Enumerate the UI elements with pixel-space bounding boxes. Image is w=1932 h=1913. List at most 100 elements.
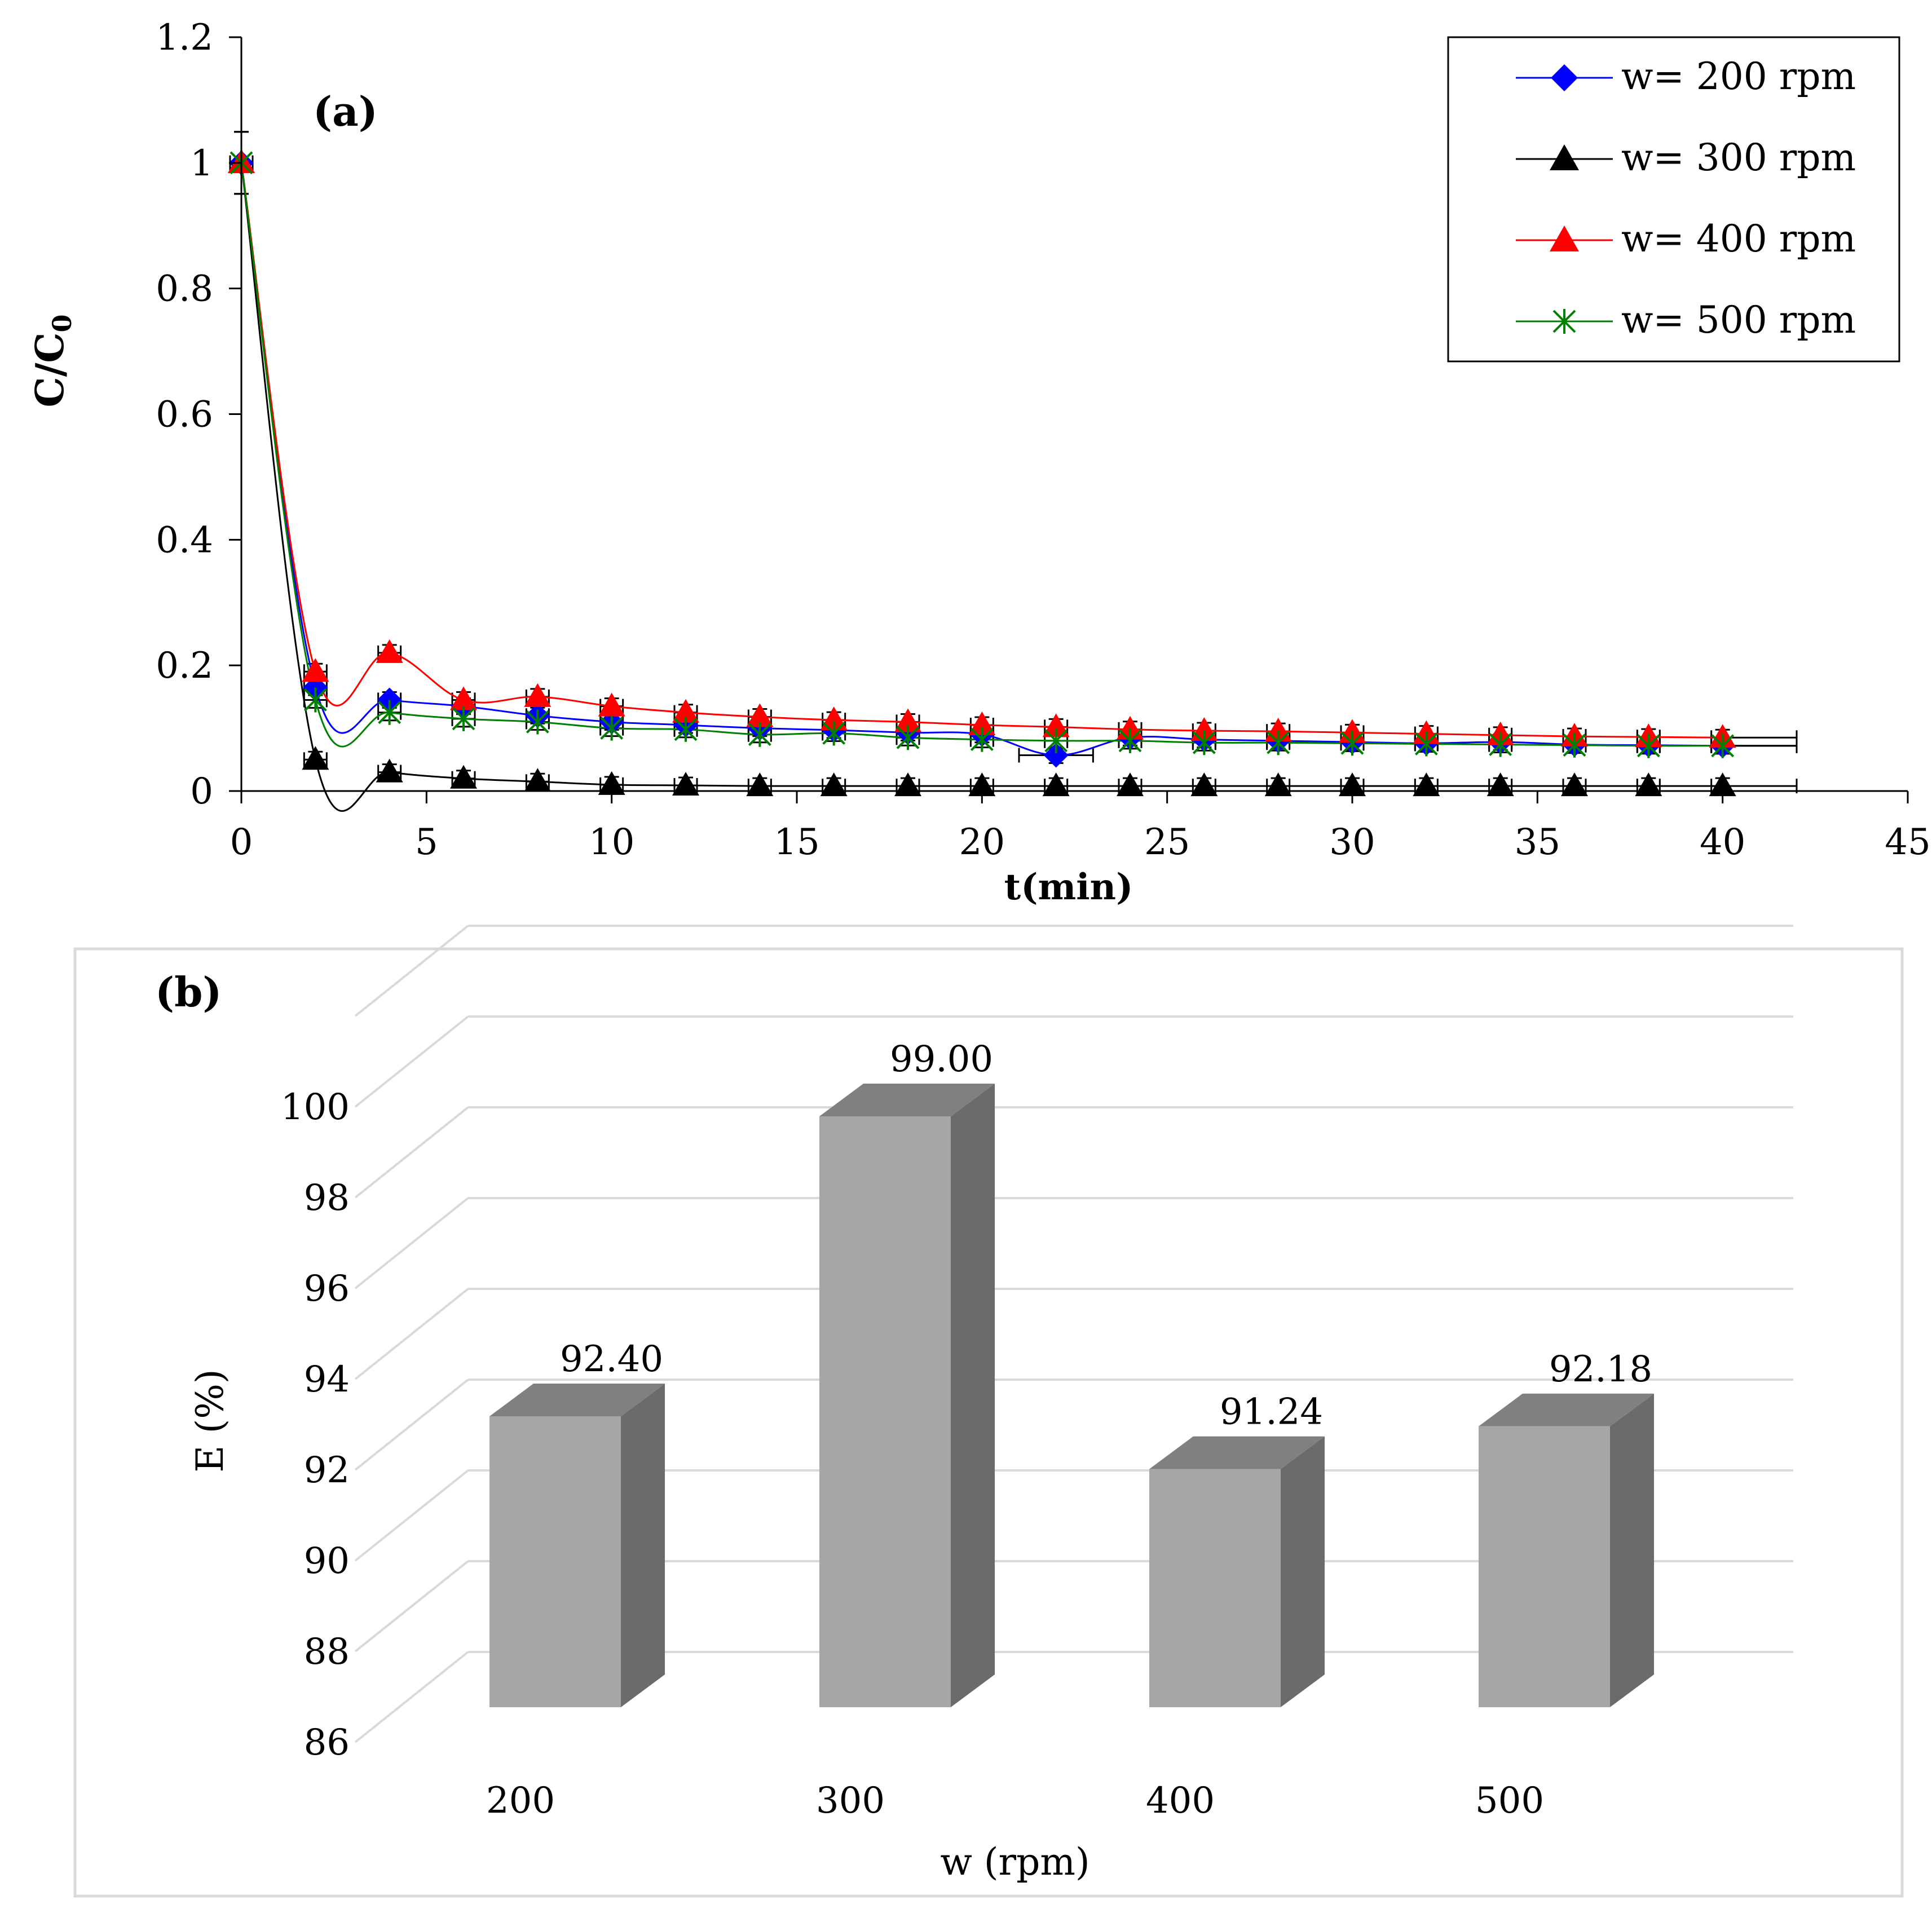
triangle-marker [672,771,699,796]
triangle-marker [524,683,552,707]
triangle-marker [1042,713,1070,737]
x-tick-label: 400 [1146,1780,1215,1822]
asterisk-stroke [452,707,475,731]
y-axis-label-main: C/C [28,332,73,407]
triangle-marker [376,758,403,783]
y-axis-label-text: E (%) [188,1369,232,1472]
asterisk-marker [1044,728,1068,753]
y-tick-label: 0.6 [156,394,213,436]
asterisk-marker [748,722,771,747]
legend-label-400: w= 400 rpm [1621,217,1856,260]
bar-chart-panel-b: 86 88 90 92 94 96 98 100 92.40 99.00 91.24 92.18 2… [73,925,1904,1898]
x-tick-label: 20 [959,821,1005,863]
svg-text:C/C0: C/C0 [28,314,77,407]
legend-entry-200: w= 200 rpm [1516,55,1856,98]
gridline-diagonal [354,925,469,1017]
x-tick-label: 30 [1329,821,1375,863]
asterisk-stroke [1563,734,1586,757]
asterisk-marker [1192,730,1216,756]
diamond-marker [1043,743,1069,768]
triangle-marker [1635,772,1662,797]
asterisk-stroke [1192,731,1216,754]
x-axis-label: t(min) [1004,866,1133,908]
x-tick-label: 25 [1144,821,1190,863]
asterisk-stroke [1118,729,1142,753]
y-tick-label: 0 [190,771,213,812]
bars: 92.40 99.00 91.24 92.18 [489,1039,1654,1707]
asterisk-stroke [1489,733,1512,756]
bar-value-label: 92.18 [1549,1349,1652,1390]
bar-top-face [819,1084,995,1116]
triangle-marker [598,771,625,795]
x-tick-label: 40 [1700,821,1745,863]
y-axis-label-subscript: 0 [47,314,77,332]
gridline-diagonal [354,1469,469,1562]
gridline-diagonal [354,1288,469,1380]
bar-front-face [819,1116,951,1707]
asterisk-marker [674,717,698,742]
triangle-marker [598,692,625,717]
y-tick-label: 1.2 [156,17,213,59]
bar-side-face [951,1084,995,1707]
asterisk-stroke [303,688,327,712]
legend-entry-500: w= 500 rpm [1516,298,1856,342]
y-tick-label: 96 [304,1268,350,1310]
bar-500: 92.18 [1479,1349,1654,1707]
y-tick-label: 100 [281,1086,350,1128]
line-chart-panel-a: 0 0.2 0.4 0.6 0.8 1 1.2 0 5 10 15 20 25 30 35 40 45 (a)… [28,17,1931,908]
y-tick-label: 0.2 [156,645,213,687]
x-axis-label: w (rpm) [940,1840,1089,1884]
bar-front-face [1479,1426,1610,1707]
asterisk-stroke [1414,732,1438,756]
triangle-marker [1413,772,1440,797]
legend-entry-300: w= 300 rpm [1516,136,1856,179]
asterisk-stroke [896,726,920,749]
asterisk-marker [452,706,475,731]
triangle-marker [1550,144,1579,170]
asterisk-stroke [526,710,549,734]
bar-side-face [1281,1436,1325,1707]
asterisk-marker [600,715,624,741]
triangle-marker [968,712,996,736]
asterisk-marker [1118,728,1142,753]
asterisk-marker [970,727,994,752]
asterisk-marker [1563,732,1586,758]
y-axis-label: C/C0 [28,314,77,407]
asterisk-marker [1637,733,1660,758]
bar-value-label: 92.40 [560,1338,663,1380]
triangle-marker [820,706,848,731]
gridline-diagonal [354,1651,469,1743]
y-tick-label: 1 [190,143,213,184]
panel-label-b: (b) [155,968,222,1016]
legend-label-300: w= 300 rpm [1621,136,1856,179]
triangle-marker [820,772,848,797]
diamond-marker [1551,64,1578,91]
x-tick-label: 35 [1515,821,1560,863]
y-tick-label: 98 [304,1177,350,1219]
x-tick-labels: 200 300 400 500 [486,1780,1544,1822]
asterisk-marker [1711,733,1735,758]
triangle-marker [1561,772,1588,797]
bar-200: 92.40 [489,1338,665,1707]
bar-front-face [1149,1469,1281,1707]
triangle-marker [894,708,921,732]
asterisk-stroke [378,701,402,724]
asterisk-stroke [674,718,698,741]
triangle-marker [1117,772,1144,797]
bar-value-label: 91.24 [1220,1391,1323,1433]
legend-entry-400: w= 400 rpm [1516,217,1856,260]
triangle-marker [302,746,329,770]
series-markers [228,149,1736,797]
bar-400: 91.24 [1149,1391,1325,1707]
triangle-marker [672,699,699,723]
triangle-marker [302,658,329,682]
legend-label-200: w= 200 rpm [1621,55,1856,98]
triangle-marker [450,765,477,789]
y-tick-label: 90 [304,1540,350,1582]
triangle-marker [1042,772,1070,797]
gridline-diagonal [354,1015,469,1108]
x-tick-labels: 0 5 10 15 20 25 30 35 40 45 [230,821,1931,863]
bar-side-face [621,1384,665,1707]
x-tick-label: 5 [415,821,438,863]
